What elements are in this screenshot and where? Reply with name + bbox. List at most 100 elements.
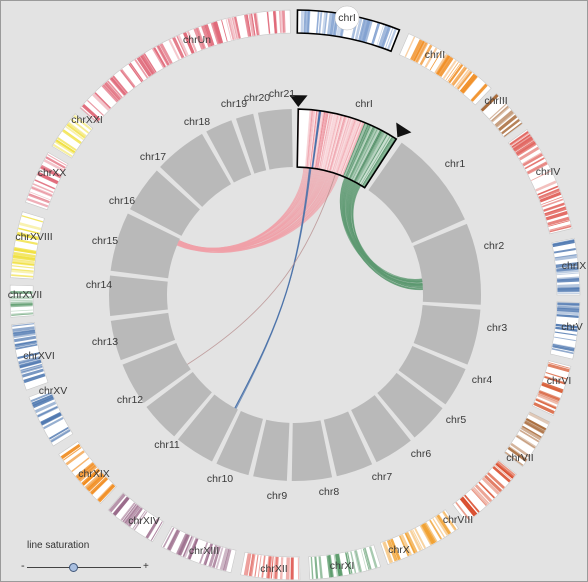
inner-chr-chr6[interactable]: [351, 395, 411, 463]
outer-chr-chrxviii[interactable]: [10, 211, 45, 280]
inner-label-chr20: chr20: [244, 92, 270, 104]
slider-track[interactable]: [27, 567, 141, 568]
outer-label-chrxii: chrXII: [260, 563, 287, 575]
outer-chr-chrxi[interactable]: [308, 544, 382, 580]
outer-label-chriv: chrIV: [536, 166, 561, 178]
outer-label-chrix: chrIX: [562, 260, 587, 272]
outer-chr-chrxii[interactable]: [240, 551, 301, 581]
selection-end-handle[interactable]: [396, 122, 412, 138]
outer-ring: [9, 9, 581, 581]
link-bundle-chri-chr16: [176, 167, 340, 253]
outer-label-chrun: chrUn: [183, 34, 211, 46]
inner-chr-chr1[interactable]: [368, 142, 465, 243]
inner-chr-chr14[interactable]: [110, 312, 176, 361]
inner-label-chr8: chr8: [319, 486, 340, 498]
selection-overlays: [289, 9, 412, 189]
inner-label-chr19: chr19: [221, 98, 247, 110]
inner-label-chr12: chr12: [117, 394, 143, 406]
inner-label-chr3: chr3: [487, 322, 508, 334]
inner-chr-chr16[interactable]: [110, 213, 180, 279]
outer-label-chrxi: chrXI: [330, 560, 355, 572]
inner-selection-outline[interactable]: [296, 108, 398, 189]
inner-label-chr21: chr21: [269, 88, 295, 100]
outer-chr-chrxix[interactable]: [58, 441, 117, 504]
outer-chr-chrxx[interactable]: [25, 152, 69, 211]
inner-chr-chr8[interactable]: [291, 420, 333, 481]
outer-label-chrxviii: chrXVIII: [15, 231, 52, 243]
outer-chr-chrxvi[interactable]: [11, 322, 49, 391]
outer-chr-chrun[interactable]: [79, 9, 291, 124]
outer-label-chrx: chrX: [388, 544, 410, 556]
selected-chr-badge: [334, 5, 360, 31]
link-layer: [176, 167, 423, 409]
slider-handle[interactable]: [68, 563, 78, 572]
inner-chr-chr18[interactable]: [160, 133, 231, 207]
outer-label-chriii: chrIII: [484, 95, 507, 107]
inner-label-chr17: chr17: [140, 151, 166, 163]
outer-chr-chrix[interactable]: [551, 237, 581, 296]
outer-label-chrxxi: chrXXI: [71, 114, 103, 126]
inner-label-chr11: chr11: [154, 439, 180, 451]
outer-label-chrviii: chrVIII: [443, 514, 473, 526]
outer-chr-chrxv[interactable]: [28, 388, 74, 447]
outer-selection-outline[interactable]: [296, 9, 401, 53]
inner-chr-chr12[interactable]: [146, 372, 212, 437]
outer-label-chrxvi: chrXVI: [23, 350, 55, 362]
line-saturation-slider[interactable]: line saturation - +: [21, 541, 161, 577]
outer-chr-chrvii[interactable]: [503, 411, 551, 467]
inner-chr-chr17[interactable]: [130, 170, 200, 236]
outer-chr-chrvi[interactable]: [532, 360, 572, 416]
outer-label-chrxx: chrXX: [38, 167, 67, 179]
link-bundle-chri-chr3: [339, 176, 423, 291]
outer-chr-chrv[interactable]: [549, 301, 581, 360]
outer-chr-chrxxi[interactable]: [51, 113, 94, 159]
inner-chr-chr4[interactable]: [398, 346, 466, 405]
outer-chr-chriii[interactable]: [479, 93, 524, 138]
inner-ring: [109, 109, 481, 481]
slider-label: line saturation: [27, 540, 90, 551]
outer-chr-chrx[interactable]: [379, 509, 459, 565]
inner-chr-chri[interactable]: [297, 109, 397, 188]
outer-label-chrxiii: chrXIII: [189, 545, 219, 557]
outer-label-chrvii: chrVII: [506, 452, 533, 464]
inner-label-chr6: chr6: [411, 448, 432, 460]
inner-chr-chr9[interactable]: [253, 419, 290, 481]
inner-chr-chr20[interactable]: [235, 113, 267, 174]
inner-label-chr18: chr18: [184, 116, 210, 128]
inner-label-chr5: chr5: [446, 414, 467, 426]
link-bundle-chri-chr10: [234, 167, 312, 409]
label-layer: chrI chrII chrIII chrIV chrIX chrV chrVI chrVII…: [8, 12, 586, 575]
outer-label-chrxix: chrXIX: [78, 468, 110, 480]
inner-label-chr1: chr1: [445, 158, 466, 170]
outer-label-chrxvii: chrXVII: [8, 289, 42, 301]
selection-start-handle[interactable]: [289, 95, 308, 108]
outer-label-chrvi: chrVI: [547, 375, 572, 387]
inner-chr-chr10[interactable]: [216, 411, 263, 476]
outer-chr-chrxiii[interactable]: [160, 525, 237, 574]
inner-label-chr7: chr7: [372, 471, 393, 483]
inner-label-chr13: chr13: [92, 336, 118, 348]
outer-chr-chrxiv[interactable]: [107, 492, 165, 543]
inner-chr-chr13[interactable]: [122, 342, 191, 404]
outer-label-chrxiv: chrXIV: [128, 515, 160, 527]
outer-chr-chrii[interactable]: [399, 33, 492, 106]
slider-min-label: -: [21, 560, 25, 572]
inner-chr-chr7[interactable]: [323, 411, 373, 477]
outer-chr-chrxvii[interactable]: [9, 284, 35, 318]
inner-chr-chr5[interactable]: [377, 372, 443, 438]
inner-chr-chr2[interactable]: [413, 223, 481, 305]
outer-label-chrii: chrII: [425, 49, 445, 61]
inner-chr-chr11[interactable]: [177, 394, 238, 462]
outer-label-chri: chrI: [338, 12, 356, 24]
inner-chr-chr15[interactable]: [109, 275, 168, 317]
inner-chr-chr3[interactable]: [413, 305, 481, 365]
inner-label-chr10: chr10: [207, 473, 233, 485]
outer-chr-chriv[interactable]: [507, 129, 573, 235]
inner-chr-chr21[interactable]: [257, 109, 293, 170]
inner-label-chr4: chr4: [472, 374, 493, 386]
inner-label-chr14: chr14: [86, 279, 112, 291]
inner-chr-chr19[interactable]: [206, 120, 252, 183]
outer-label-chrv: chrV: [561, 321, 583, 333]
outer-chr-chrviii[interactable]: [452, 459, 517, 524]
